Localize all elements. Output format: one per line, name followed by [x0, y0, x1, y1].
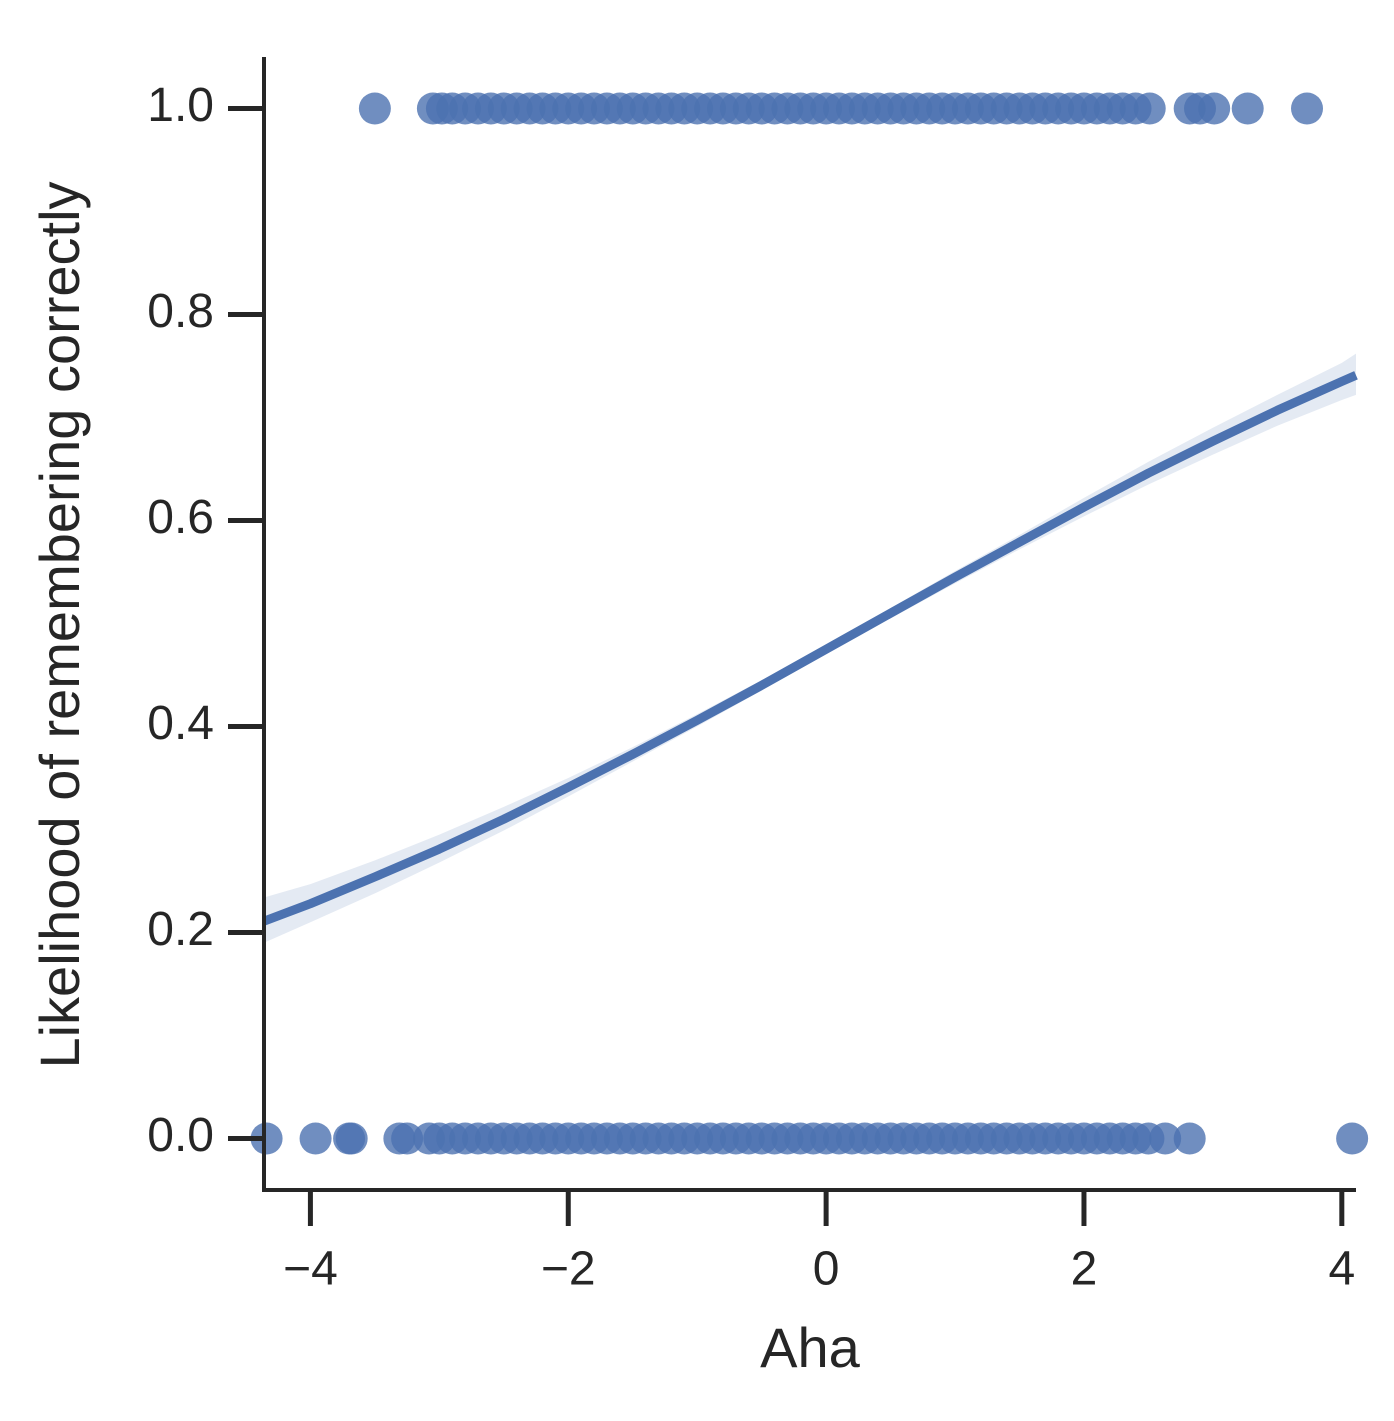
confidence-band: [264, 353, 1356, 943]
scatter-point: [1198, 92, 1231, 125]
y-axis-label: Likelihood of remembering correctly: [28, 181, 91, 1068]
scatter-point: [1149, 1122, 1182, 1155]
scatter-point: [1231, 92, 1264, 125]
scatter-point: [250, 1122, 283, 1155]
x-tick-label: 2: [1071, 1243, 1098, 1296]
y-tick-label: 0.4: [147, 697, 214, 750]
scatter-point: [335, 1122, 368, 1155]
x-axis-label: Aha: [760, 1316, 860, 1379]
x-tick-label: −2: [541, 1243, 596, 1296]
scatter-point: [358, 92, 391, 125]
y-tick-label: 0.8: [147, 285, 214, 338]
scatter-point: [1133, 92, 1166, 125]
y-tick-label: 0.2: [147, 903, 214, 956]
x-tick-label: −4: [283, 1243, 338, 1296]
scatter-point: [299, 1122, 332, 1155]
scatter-point: [391, 1122, 424, 1155]
y-tick-label: 0.6: [147, 491, 214, 544]
y-tick-label: 1.0: [147, 79, 214, 132]
y-tick-label: 0.0: [147, 1109, 214, 1162]
x-tick-label: 4: [1328, 1243, 1355, 1296]
scatter-point: [1291, 92, 1324, 125]
scatter-point: [1173, 1122, 1206, 1155]
fit-line: [262, 371, 1358, 926]
scatter-point: [1336, 1122, 1369, 1155]
x-tick-label: 0: [813, 1243, 840, 1296]
